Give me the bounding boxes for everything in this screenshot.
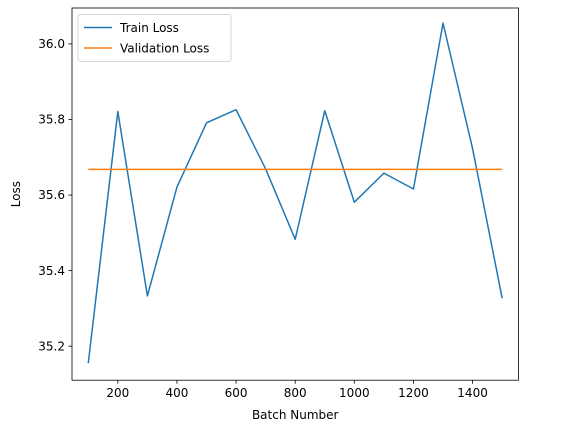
y-tick-label: 35.8 [38, 113, 65, 127]
series-layer [87, 22, 503, 364]
legend-label: Validation Loss [120, 41, 209, 55]
x-tick-label: 800 [284, 386, 307, 400]
x-tick-label: 200 [106, 386, 129, 400]
y-tick-label: 35.4 [38, 264, 65, 278]
x-tick-label: 1400 [457, 386, 488, 400]
plot-area: 200 400 600 800 1000 1200 1400 35.2 35.4 35.6 35.8… [38, 7, 519, 400]
legend: Train Loss Validation Loss [77, 14, 232, 62]
y-tick-label: 35.2 [38, 339, 65, 353]
y-tick-label: 36.0 [38, 37, 65, 51]
x-axis-label: Batch Number [252, 408, 339, 422]
ticks-layer: 200 400 600 800 1000 1200 1400 35.2 35.4 35.6 35.8… [38, 37, 488, 400]
y-tick-label: 35.6 [38, 188, 65, 202]
x-tick-label: 1000 [339, 386, 370, 400]
series-line-train-loss [87, 22, 503, 364]
y-axis-label: Loss [9, 181, 23, 207]
x-tick-label: 1200 [398, 386, 429, 400]
x-tick-label: 600 [225, 386, 248, 400]
legend-box [77, 14, 232, 62]
legend-label: Train Loss [119, 21, 179, 35]
x-tick-label: 400 [165, 386, 188, 400]
